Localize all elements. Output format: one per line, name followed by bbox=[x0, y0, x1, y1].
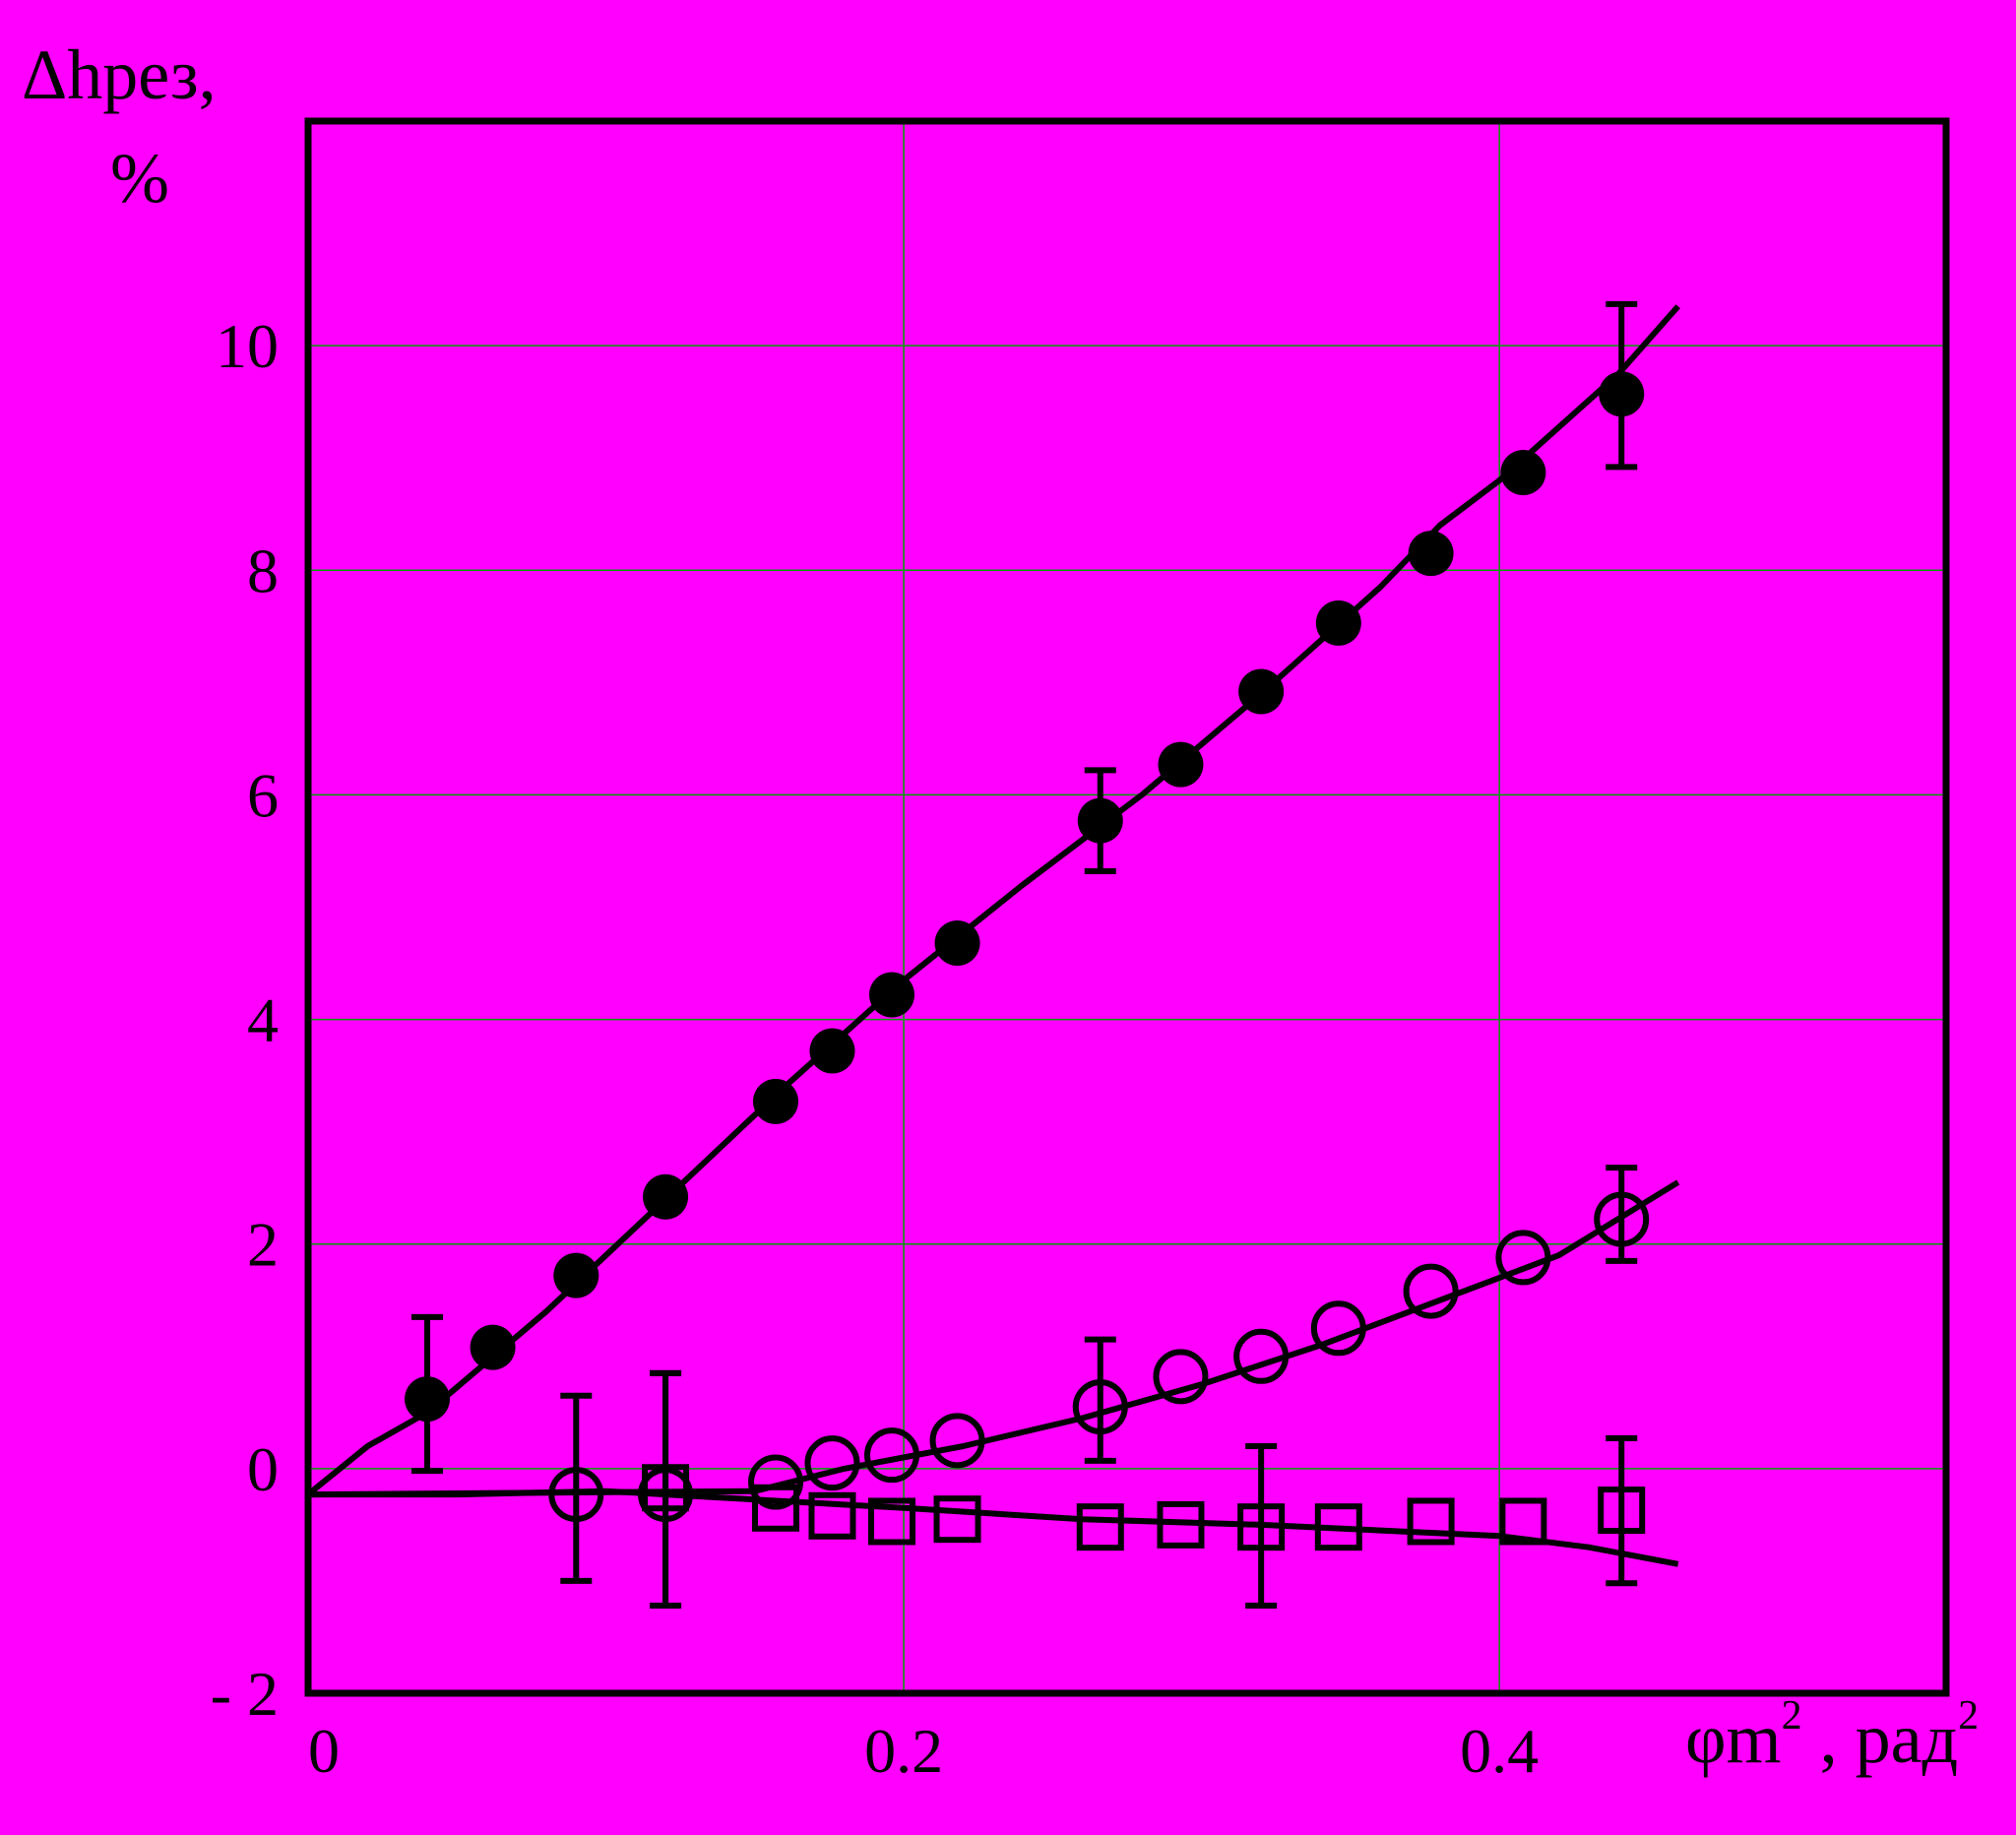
x-axis-label: φm2 , рад2 bbox=[1685, 1693, 1979, 1778]
plot-frame bbox=[304, 117, 1950, 1697]
y-tick-label: 2 bbox=[247, 1210, 279, 1280]
data-point-open-square bbox=[751, 1484, 799, 1532]
tick-labels: 0 0.2 0.4 - 2 0 2 4 6 8 10 bbox=[211, 311, 1539, 1786]
data-point-open-square bbox=[1314, 1503, 1362, 1551]
data-point-open-circle bbox=[1233, 1328, 1290, 1384]
data-point-open-circle bbox=[1403, 1263, 1459, 1319]
x-axis-label-sup: 2 bbox=[1782, 1693, 1802, 1739]
data-point-filled-circle bbox=[868, 972, 914, 1018]
y-tick-label: 10 bbox=[216, 311, 279, 381]
data-point-filled-circle bbox=[1500, 450, 1546, 496]
data-point-filled-circle bbox=[752, 1078, 798, 1124]
y-tick-label: - 2 bbox=[211, 1659, 279, 1729]
data-point-open-square bbox=[1237, 1503, 1286, 1551]
data-point-filled-circle bbox=[809, 1028, 855, 1074]
y-tick-label: 4 bbox=[247, 985, 279, 1055]
data-point-open-circle bbox=[747, 1454, 803, 1510]
data-point-open-square bbox=[867, 1497, 915, 1546]
x-tick-label: 0 bbox=[308, 1716, 340, 1786]
data-point-open-circle bbox=[548, 1467, 604, 1523]
data-point-open-circle bbox=[1072, 1379, 1128, 1435]
data-point-open-square bbox=[642, 1464, 690, 1512]
data-point-filled-circle bbox=[1238, 668, 1285, 715]
data-point-open-circle bbox=[1153, 1349, 1209, 1405]
data-point-filled-circle bbox=[1077, 797, 1123, 844]
y-tick-label: 0 bbox=[247, 1434, 279, 1504]
x-axis-label-unit: , рад bbox=[1802, 1699, 1959, 1778]
data-point-open-circle bbox=[1594, 1191, 1650, 1247]
x-axis-label-main: φm bbox=[1685, 1699, 1782, 1778]
data-point-filled-circle bbox=[553, 1252, 599, 1298]
data-point-filled-circle bbox=[1408, 531, 1454, 577]
data-point-filled-circle bbox=[405, 1376, 451, 1423]
y-tick-label: 8 bbox=[247, 536, 279, 605]
data-point-open-square bbox=[1598, 1487, 1646, 1535]
data-points bbox=[405, 371, 1650, 1551]
data-point-filled-circle bbox=[934, 920, 980, 967]
data-point-filled-circle bbox=[643, 1173, 689, 1220]
data-point-open-square bbox=[1407, 1497, 1455, 1546]
data-point-open-square bbox=[1076, 1503, 1124, 1551]
data-point-open-square bbox=[1499, 1497, 1547, 1546]
error-bars bbox=[411, 300, 1638, 1610]
data-point-open-circle bbox=[804, 1435, 860, 1491]
data-point-open-square bbox=[933, 1495, 981, 1544]
y-axis-label-line2: % bbox=[110, 139, 169, 218]
data-point-filled-circle bbox=[470, 1324, 516, 1370]
data-point-filled-circle bbox=[1315, 600, 1361, 646]
fit-line bbox=[306, 304, 1680, 1497]
data-point-open-square bbox=[1157, 1500, 1205, 1549]
data-point-open-circle bbox=[1310, 1300, 1366, 1357]
x-tick-label: 0.4 bbox=[1460, 1716, 1539, 1786]
y-tick-label: 6 bbox=[247, 760, 279, 830]
x-tick-label: 0.2 bbox=[864, 1716, 943, 1786]
data-point-open-circle bbox=[1495, 1230, 1551, 1286]
x-axis-label-unit-sup: 2 bbox=[1958, 1693, 1979, 1739]
data-point-open-square bbox=[808, 1491, 856, 1540]
data-point-open-circle bbox=[863, 1427, 919, 1484]
data-point-filled-circle bbox=[1158, 741, 1204, 788]
y-axis-label-line1: Δhрез, bbox=[22, 35, 217, 114]
data-point-open-circle bbox=[929, 1413, 985, 1469]
data-point-filled-circle bbox=[1599, 371, 1645, 417]
